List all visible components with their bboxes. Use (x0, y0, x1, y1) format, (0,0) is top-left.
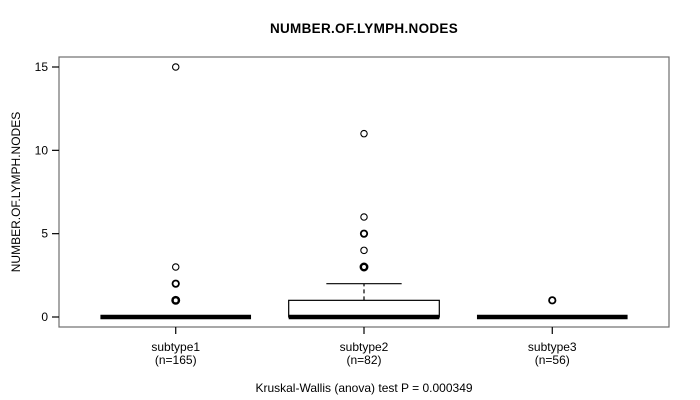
outlier-point (360, 246, 368, 255)
outlier-point (171, 263, 180, 271)
y-tick-label: 10 (35, 143, 49, 157)
y-tick-label: 15 (35, 60, 49, 74)
x-axis-label: subtype2 (340, 340, 389, 354)
chart-title: NUMBER.OF.LYMPH.NODES (269, 21, 459, 36)
kruskal-wallis-caption: Kruskal-Wallis (anova) test P = 0.000349 (255, 381, 473, 395)
outlier-point (359, 229, 369, 238)
group-count-label: (n=56) (535, 353, 570, 367)
group-count-label: (n=82) (346, 353, 381, 367)
outlier-point (360, 213, 368, 221)
plot-frame (58, 56, 670, 328)
y-tick-label: 5 (41, 227, 48, 241)
outlier-point (171, 295, 181, 305)
group-count-label: (n=165) (155, 353, 197, 367)
x-axis-label: subtype3 (528, 340, 577, 354)
boxplot-box (288, 299, 440, 318)
outlier-point (360, 129, 368, 138)
x-axis-label: subtype1 (151, 340, 200, 354)
outlier-point (548, 296, 557, 305)
outlier-point (171, 279, 180, 288)
outlier-point (359, 262, 369, 272)
outlier-point (171, 63, 180, 71)
y-tick-label: 0 (41, 310, 48, 324)
